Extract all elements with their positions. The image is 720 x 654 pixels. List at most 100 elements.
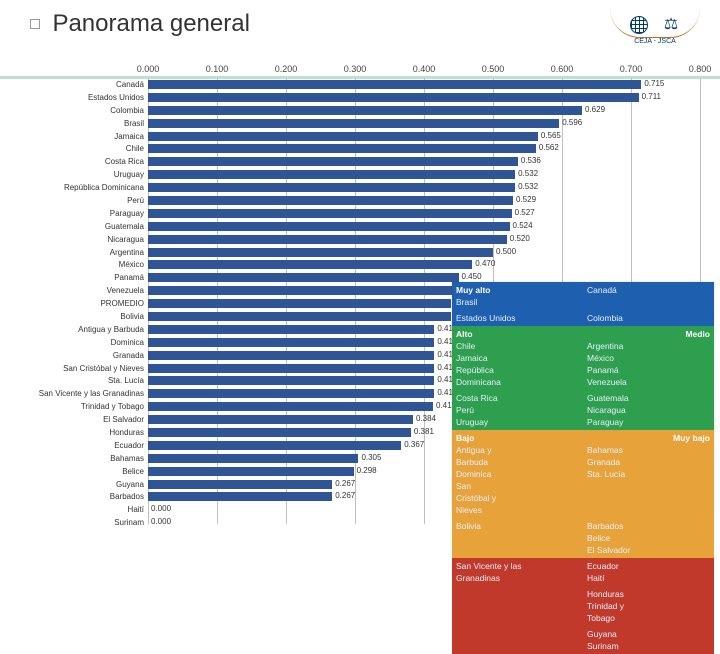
bar-row: Argentina0.500	[28, 246, 700, 259]
bar-label: El Salvador	[28, 415, 148, 424]
bar	[148, 428, 411, 437]
bar-label: Guyana	[28, 480, 148, 489]
bar	[148, 467, 354, 476]
legend-cell: MedioArgentinaMéxicoPanamáVenezuela	[583, 326, 714, 390]
bar-row: Perú0.529	[28, 194, 700, 207]
bar-label: Bolivia	[28, 312, 148, 321]
bar-row: Nicaragua 0.520	[28, 233, 700, 246]
bar-label: Uruguay	[28, 170, 148, 179]
bar-row: Colombia 0.629	[28, 104, 700, 117]
bar	[148, 312, 451, 321]
legend-row: BoliviaBarbadosBeliceEl Salvador	[452, 518, 714, 558]
bar-track: 0.450	[148, 273, 700, 282]
bar-row: República Dominicana 0.532	[28, 181, 700, 194]
bar-label: Haití	[28, 505, 148, 514]
x-axis-labels: 0.0000.1000.2000.3000.4000.5000.6000.700…	[148, 64, 700, 78]
bar-row: Jamaica 0.565	[28, 130, 700, 143]
bar-row: Guatemala0.524	[28, 220, 700, 233]
bar-track: 0.524	[148, 222, 700, 231]
legend-cell: Canadá	[583, 282, 714, 310]
bar-label: Brasil	[28, 119, 148, 128]
legend-row: AltoChileJamaicaRepúblicaDominicanaMedio…	[452, 326, 714, 390]
bar-value: 0.267	[335, 491, 355, 500]
x-tick-label: 0.200	[275, 64, 298, 74]
legend-cell: BarbadosBeliceEl Salvador	[583, 518, 714, 558]
bar-track: 0.500	[148, 248, 700, 257]
bar	[148, 209, 512, 218]
bar-track: 0.565	[148, 132, 700, 141]
globe-icon	[630, 16, 648, 34]
x-tick-label: 0.700	[620, 64, 643, 74]
bar-value: 0.305	[361, 453, 381, 462]
bar	[148, 260, 472, 269]
bar-label: Perú	[28, 196, 148, 205]
legend-row: BajoAntigua yBarbudaDominicaSanCristóbal…	[452, 430, 714, 518]
bar-value: 0.536	[521, 156, 541, 165]
legend-row: Estados UnidosColombia	[452, 310, 714, 326]
bar-value: 0.562	[539, 143, 559, 152]
bar	[148, 132, 538, 141]
legend-cell: HondurasTrinidad yTobago	[583, 586, 714, 626]
bar-track: 0.532	[148, 183, 700, 192]
bar	[148, 183, 515, 192]
bar-label: República Dominicana	[28, 183, 148, 192]
bar	[148, 338, 434, 347]
legend-cell	[452, 626, 583, 654]
bar-label: PROMEDIO	[28, 299, 148, 308]
bar	[148, 170, 515, 179]
bar-label: San Cristóbal y Nieves	[28, 364, 148, 373]
bar-label: Guatemala	[28, 222, 148, 231]
logo-text: CEJA - JSCA	[610, 38, 700, 45]
page-title: Panorama general	[52, 10, 249, 37]
slide-header: Panorama general ⚖ CEJA - JSCA	[0, 0, 720, 56]
bar-value: 0.629	[585, 105, 605, 114]
bar	[148, 106, 582, 115]
bar-track: 0.562	[148, 144, 700, 153]
bar-value: 0.470	[475, 259, 495, 268]
bar-label: San Vicente y las Granadinas	[28, 389, 148, 398]
x-tick-label: 0.600	[551, 64, 574, 74]
legend-row: HondurasTrinidad yTobago	[452, 586, 714, 626]
bar-value: 0.565	[541, 131, 561, 140]
legend-cell: GuatemalaNicaraguaParaguay	[583, 390, 714, 430]
bar	[148, 144, 536, 153]
bar-track: 0.629	[148, 106, 700, 115]
legend-cell: Muy altoBrasil	[452, 282, 583, 310]
bar	[148, 389, 434, 398]
legend-overlay: Muy altoMuy altoBrasilCanadáEstados Unid…	[452, 282, 714, 512]
bar-row: Canadá0.715	[28, 78, 700, 91]
bar	[148, 415, 413, 424]
bar	[148, 273, 459, 282]
bar-value: 0.384	[416, 414, 436, 423]
bar-label: Estados Unidos	[28, 93, 148, 102]
bar-value: 0.450	[462, 272, 482, 281]
bar-value: 0.367	[404, 440, 424, 449]
legend-cell: Costa RicaPerúUruguay	[452, 390, 583, 430]
bar-track: 0.715	[148, 80, 700, 89]
bar-label: Jamaica	[28, 132, 148, 141]
bar-track: 0.532	[148, 170, 700, 179]
bar-value: 0.267	[335, 479, 355, 488]
bar-label: Dominica	[28, 338, 148, 347]
bar-track: 0.527	[148, 209, 700, 218]
bar-value: 0.711	[642, 92, 661, 101]
bar-value: 0.532	[518, 169, 538, 178]
x-tick-label: 0.000	[137, 64, 160, 74]
bar	[148, 222, 510, 231]
legend-cell: GuyanaSurinam	[583, 626, 714, 654]
legend-row: Muy altoBrasilCanadá	[452, 282, 714, 310]
legend-cell: San Vicente y lasGranadinas	[452, 558, 583, 586]
bar	[148, 402, 433, 411]
bar-label: Ecuador	[28, 441, 148, 450]
bar-value: 0.500	[496, 247, 516, 256]
bar-label: Colombia	[28, 106, 148, 115]
bar-value: 0.532	[518, 182, 538, 191]
bar-row: México0.470	[28, 258, 700, 271]
bar-row: Uruguay 0.532	[28, 168, 700, 181]
bar	[148, 299, 451, 308]
bar-track: 0.536	[148, 157, 700, 166]
bar-value: 0.520	[510, 234, 530, 243]
x-tick-label: 0.300	[344, 64, 367, 74]
bar-label: Nicaragua	[28, 235, 148, 244]
bar-track: 0.596	[148, 119, 700, 128]
